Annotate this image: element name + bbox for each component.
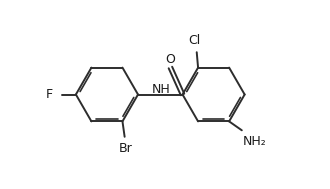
Text: Cl: Cl	[188, 34, 200, 46]
Text: NH: NH	[151, 83, 170, 96]
Text: O: O	[165, 53, 175, 67]
Text: NH₂: NH₂	[242, 135, 266, 148]
Text: Br: Br	[119, 143, 133, 155]
Text: F: F	[46, 88, 53, 101]
